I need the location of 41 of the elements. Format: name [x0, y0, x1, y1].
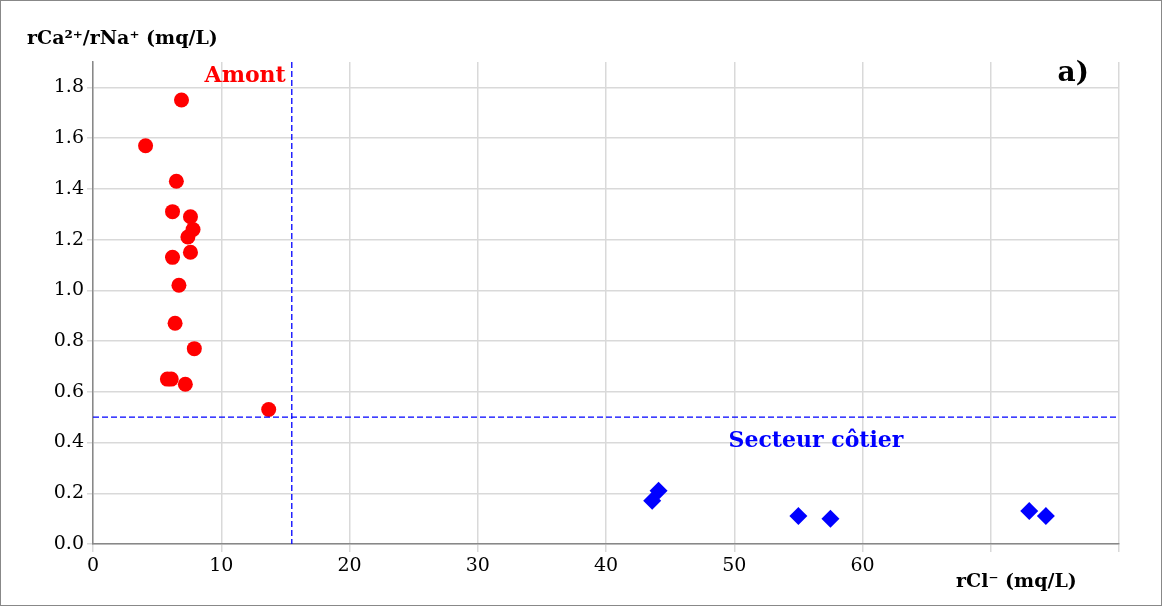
- x-tick-label: 40: [593, 553, 619, 576]
- point: [180, 229, 196, 245]
- y-tick-label: 1.4: [53, 175, 84, 198]
- point: [182, 209, 198, 225]
- point: [165, 204, 181, 220]
- x-tick-label: 60: [850, 553, 875, 576]
- y-tick-label: 1.2: [53, 226, 84, 249]
- x-tick-label: 0: [86, 553, 100, 576]
- y-tick-label: 0.0: [53, 530, 84, 553]
- point: [167, 315, 183, 331]
- point: [182, 244, 198, 260]
- y-tick-label: 1.0: [53, 277, 84, 300]
- y-tick-label: 0.6: [53, 378, 84, 401]
- y-tick-label: 0.8: [53, 327, 84, 350]
- point: [789, 507, 808, 526]
- point: [643, 491, 662, 510]
- y-tick-label: 1.8: [53, 74, 84, 97]
- x-tick-label: 20: [337, 553, 362, 576]
- point: [138, 138, 154, 154]
- y-tick-label: 0.2: [53, 480, 84, 503]
- x-tick-label: 50: [722, 553, 747, 576]
- point: [177, 376, 193, 392]
- x-tick-label: 30: [465, 553, 490, 576]
- x-axis-title: rCl⁻ (mq/L): [956, 568, 1077, 591]
- point: [1036, 507, 1055, 526]
- annotation: Secteur côtier: [728, 425, 904, 452]
- point: [261, 402, 277, 418]
- point: [821, 509, 840, 528]
- annotation: Amont: [203, 60, 287, 87]
- y-axis-title: rCa²⁺/rNa⁺ (mq/L): [27, 25, 218, 48]
- point: [649, 481, 668, 500]
- x-tick-label: 10: [209, 553, 234, 576]
- annotation: a): [1057, 55, 1089, 89]
- point: [186, 341, 202, 357]
- point: [1020, 502, 1039, 521]
- point: [173, 92, 189, 108]
- y-tick-label: 1.6: [53, 125, 84, 148]
- point: [165, 249, 181, 265]
- point: [168, 173, 184, 189]
- y-tick-label: 0.4: [53, 429, 84, 452]
- point: [171, 277, 187, 293]
